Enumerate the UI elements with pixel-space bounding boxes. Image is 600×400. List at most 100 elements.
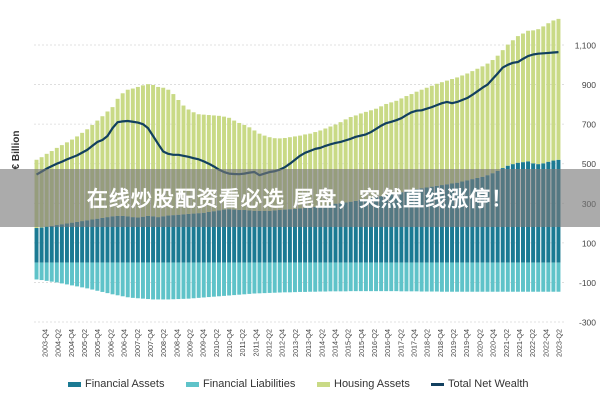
bar-housing-assets	[328, 126, 333, 205]
bar-financial-liabilities	[526, 262, 531, 292]
bar-financial-assets	[272, 210, 277, 263]
bar-financial-assets	[90, 219, 95, 263]
bar-financial-liabilities	[546, 262, 551, 292]
bar-financial-assets	[343, 202, 348, 263]
bar-financial-liabilities	[298, 262, 303, 292]
bar-financial-assets	[140, 216, 145, 263]
bar-financial-assets	[110, 216, 115, 263]
bar-financial-liabilities	[54, 262, 59, 283]
y-tick-label: -300	[579, 318, 596, 328]
bar-financial-liabilities	[196, 262, 201, 298]
bar-housing-assets	[374, 108, 379, 198]
bar-housing-assets	[450, 79, 455, 184]
bar-housing-assets	[333, 124, 338, 204]
bar-financial-assets	[252, 210, 257, 263]
bar-financial-assets	[282, 209, 287, 263]
bar-financial-assets	[399, 192, 404, 263]
x-tick-label: 2008-Q4	[172, 329, 181, 357]
x-tick-label: 2011-Q2	[238, 329, 247, 356]
bar-financial-assets	[49, 225, 54, 263]
net-wealth-line-layer	[35, 51, 559, 177]
y-tick-label: 1,100	[575, 41, 597, 51]
bar-financial-liabilities	[323, 262, 328, 292]
legend-item-financial-assets: Financial Assets	[68, 375, 164, 393]
bar-financial-liabilities	[424, 262, 429, 292]
bar-housing-assets	[120, 93, 125, 216]
bar-financial-liabilities	[100, 262, 105, 292]
x-tick-label: 2014-Q4	[330, 329, 339, 357]
bar-financial-assets	[237, 210, 242, 263]
bar-financial-assets	[363, 198, 368, 263]
bar-financial-assets	[247, 210, 252, 263]
bar-housing-assets	[480, 66, 485, 177]
bar-housing-assets	[556, 18, 561, 160]
bar-financial-liabilities	[409, 262, 414, 292]
legend-swatch-total-net-wealth	[431, 382, 444, 386]
bar-housing-assets	[130, 88, 135, 218]
bar-financial-assets	[176, 214, 181, 263]
x-axis-ticks: 2003-Q4 2004-Q2 2004-Q4 2005-Q2 2005-Q4 2006-…	[41, 329, 564, 357]
x-tick-label: 2013-Q4	[304, 329, 313, 357]
bar-financial-liabilities	[404, 262, 409, 292]
bar-financial-liabilities	[338, 262, 343, 292]
bar-financial-liabilities	[521, 262, 525, 292]
bar-financial-liabilities	[95, 262, 100, 291]
bar-financial-assets	[206, 211, 211, 263]
bar-financial-liabilities	[227, 262, 232, 296]
bar-financial-liabilities	[389, 262, 394, 292]
bar-housing-assets	[323, 128, 328, 206]
overlay-banner: 在线炒股配资看必选 尾盘，突然直线涨停！	[0, 169, 600, 227]
bar-financial-liabilities	[206, 262, 211, 298]
bar-financial-liabilities	[414, 262, 419, 292]
bar-financial-assets	[267, 210, 272, 263]
legend-swatch-financial-liabilities	[186, 381, 199, 387]
bar-housing-assets	[384, 103, 389, 195]
bar-housing-assets	[222, 116, 227, 210]
x-tick-label: 2023-Q2	[555, 329, 564, 357]
bar-financial-liabilities	[156, 262, 161, 300]
bar-financial-liabilities	[247, 262, 252, 294]
bar-financial-liabilities	[460, 262, 465, 292]
bar-financial-assets	[146, 215, 150, 263]
bar-financial-liabilities	[115, 262, 120, 296]
bar-housing-assets	[146, 84, 150, 216]
bar-financial-liabilities	[495, 262, 500, 292]
bar-financial-liabilities	[130, 262, 135, 298]
bar-housing-assets	[135, 86, 140, 218]
bar-financial-liabilities	[222, 262, 227, 296]
x-tick-label: 2017-Q4	[410, 329, 419, 357]
bar-financial-liabilities	[44, 262, 49, 281]
x-tick-label: 2009-Q2	[186, 329, 195, 357]
bar-financial-liabilities	[70, 262, 74, 286]
bar-housing-assets	[470, 71, 475, 180]
bar-financial-assets	[348, 201, 353, 263]
bar-financial-assets	[222, 209, 227, 263]
bar-financial-liabilities	[237, 262, 242, 295]
bar-financial-liabilities	[303, 262, 308, 292]
bar-financial-liabilities	[475, 262, 480, 292]
bar-housing-assets	[389, 102, 394, 195]
bar-financial-liabilities	[429, 262, 434, 292]
bar-financial-liabilities	[257, 262, 262, 294]
bar-financial-liabilities	[146, 262, 150, 300]
bar-financial-liabilities	[191, 262, 196, 299]
bar-housing-assets	[424, 87, 429, 188]
x-tick-label: 2004-Q2	[54, 329, 63, 357]
bar-financial-assets	[125, 216, 130, 263]
x-tick-label: 2016-Q2	[370, 329, 379, 357]
bar-financial-assets	[130, 217, 135, 263]
bar-housing-assets	[439, 82, 444, 186]
bar-financial-assets	[308, 207, 313, 263]
bar-financial-assets	[64, 223, 69, 263]
x-tick-label: 2020-Q2	[475, 329, 484, 357]
x-tick-label: 2009-Q4	[199, 329, 208, 357]
x-tick-label: 2017-Q2	[396, 329, 405, 357]
legend-item-financial-liabilities: Financial Liabilities	[186, 375, 295, 393]
bar-financial-assets	[242, 210, 247, 263]
bar-financial-assets	[191, 213, 196, 263]
bar-financial-assets	[227, 209, 232, 263]
bar-financial-assets	[80, 221, 85, 263]
bar-housing-assets	[196, 114, 201, 214]
bar-housing-assets	[551, 20, 556, 161]
